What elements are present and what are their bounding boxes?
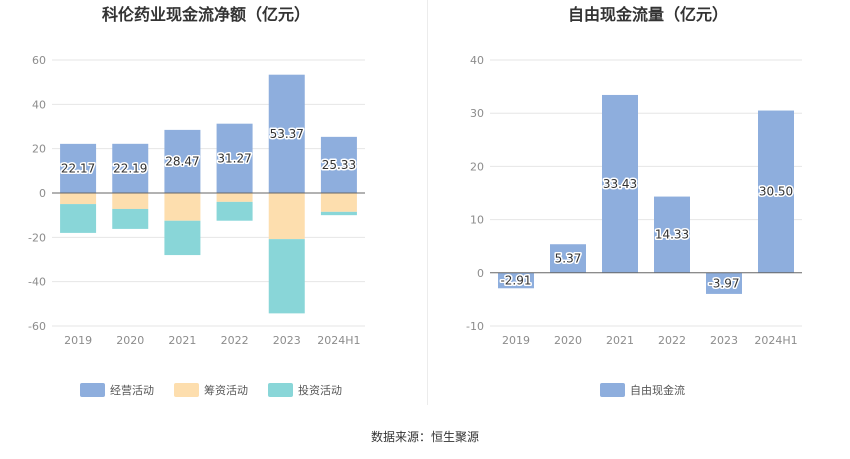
data-label: 5.37 xyxy=(555,252,582,266)
y-tick-label: 40 xyxy=(32,98,46,111)
y-tick-label: -20 xyxy=(28,231,46,244)
bar-operating xyxy=(164,129,201,193)
legend-swatch xyxy=(268,383,293,397)
chart-divider xyxy=(427,0,428,405)
legend-item: 筹资活动 xyxy=(174,383,248,397)
bar-operating xyxy=(320,136,357,193)
bar-operating xyxy=(112,143,149,193)
data-label: 28.47 xyxy=(165,154,199,168)
bar-investing xyxy=(60,204,97,233)
legend-item: 投资活动 xyxy=(268,383,342,397)
bar-financing xyxy=(320,193,357,212)
bar-financing xyxy=(112,193,149,209)
legend-label: 经营活动 xyxy=(110,383,154,397)
y-tick-label: -40 xyxy=(28,276,46,289)
bar-free_cash_flow xyxy=(706,272,742,294)
bar-investing xyxy=(320,211,357,216)
data-label: 31.27 xyxy=(217,151,251,165)
x-tick-label: 2021 xyxy=(606,334,634,347)
bar-financing xyxy=(268,193,305,240)
chart-title: 科伦药业现金流净额（亿元） xyxy=(102,5,310,24)
cash-flow-net-chart: 科伦药业现金流净额（亿元） -60 -40 -20 0 20 40 60 2019 2020 202… xyxy=(28,5,365,397)
bar-financing xyxy=(164,193,201,221)
legend-label: 筹资活动 xyxy=(204,383,248,397)
x-tick-label: 2019 xyxy=(64,334,92,347)
x-tick-label: 2020 xyxy=(554,334,582,347)
x-tick-label: 2023 xyxy=(273,334,301,347)
legend-label: 投资活动 xyxy=(298,383,342,397)
data-label: 30.50 xyxy=(759,185,793,199)
x-tick-label: 2021 xyxy=(168,334,196,347)
chart-title: 自由现金流量（亿元） xyxy=(568,5,728,24)
y-tick-label: 30 xyxy=(470,107,484,120)
x-tick-label: 2024H1 xyxy=(754,334,797,347)
bar-financing xyxy=(216,193,253,202)
legend-swatch xyxy=(600,383,625,397)
y-tick-label: -60 xyxy=(28,320,46,333)
data-label: 33.43 xyxy=(603,177,637,191)
bar-investing xyxy=(216,201,253,221)
bar-free_cash_flow xyxy=(602,94,638,273)
y-tick-label: 20 xyxy=(470,160,484,173)
legend-item: 经营活动 xyxy=(80,383,154,397)
y-tick-label: 40 xyxy=(470,54,484,67)
bar-financing xyxy=(60,193,97,205)
free-cash-flow-chart: 自由现金流量（亿元） -10 0 10 20 30 40 2019 2020 2021 2022 20… xyxy=(466,5,802,397)
x-tick-label: 2022 xyxy=(221,334,249,347)
legend-swatch xyxy=(174,383,199,397)
x-tick-label: 2023 xyxy=(710,334,738,347)
source-note: 数据来源：恒生聚源 xyxy=(370,430,479,444)
y-tick-label: -10 xyxy=(466,320,484,333)
y-tick-label: 10 xyxy=(470,214,484,227)
data-label: 25.33 xyxy=(322,158,356,172)
bar-operating xyxy=(268,74,305,193)
x-tick-label: 2020 xyxy=(116,334,144,347)
data-label: 22.17 xyxy=(61,161,95,175)
bar-free_cash_flow xyxy=(758,110,794,273)
bar-free_cash_flow xyxy=(550,244,586,273)
y-tick-label: 20 xyxy=(32,143,46,156)
bar-operating xyxy=(60,143,97,193)
legend-label: 自由现金流 xyxy=(630,383,685,397)
bar-free_cash_flow xyxy=(654,196,690,273)
bar-investing xyxy=(164,220,201,256)
y-tick-label: 0 xyxy=(477,267,484,280)
x-tick-label: 2022 xyxy=(658,334,686,347)
x-tick-label: 2024H1 xyxy=(317,334,360,347)
y-tick-label: 60 xyxy=(32,54,46,67)
data-label: 14.33 xyxy=(655,228,689,242)
data-label: 22.19 xyxy=(113,161,147,175)
data-label: 53.37 xyxy=(270,127,304,141)
data-label: -2.91 xyxy=(500,274,531,288)
bar-operating xyxy=(216,123,253,193)
bar-investing xyxy=(268,239,305,314)
data-label: -3.97 xyxy=(708,276,739,290)
legend-swatch xyxy=(80,383,105,397)
x-tick-label: 2019 xyxy=(502,334,530,347)
legend-item: 自由现金流 xyxy=(600,383,685,397)
bar-free_cash_flow xyxy=(498,272,534,289)
y-tick-label: 0 xyxy=(39,187,46,200)
bar-investing xyxy=(112,208,149,229)
